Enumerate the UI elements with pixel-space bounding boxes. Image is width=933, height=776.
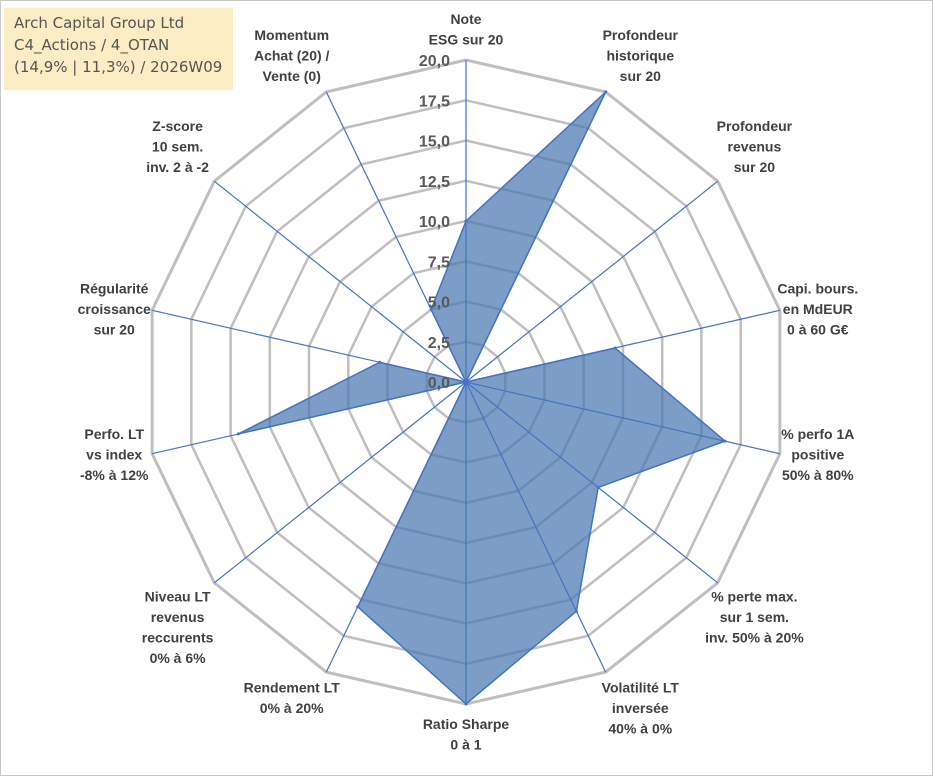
tick-label: 0,0: [428, 375, 450, 392]
axis-label: % perfo 1A positive 50% à 80%: [781, 426, 854, 483]
axis-label: Note ESG sur 20: [429, 11, 504, 48]
axis-label: Niveau LT revenus reccurents 0% à 6%: [142, 589, 214, 667]
axis-label: Volatilité LT inversée 40% à 0%: [602, 680, 680, 737]
svg-text:Rendement LT0% à 20%: Rendement LT 0% à 20%: [244, 680, 341, 717]
axis-spoke: [151, 309, 467, 383]
axis-spoke: [465, 381, 719, 584]
tick-label: 2,5: [428, 335, 450, 352]
tick-label: 5,0: [428, 295, 450, 312]
tick-label: 17,5: [419, 93, 450, 110]
axis-spoke: [213, 381, 467, 584]
svg-text:% perte max.sur 1 sem.inv. 50%: % perte max. sur 1 sem. inv. 50% à 20%: [705, 589, 804, 646]
axis-label: Régularité croissance sur 20: [78, 280, 151, 337]
radar-tick-labels: 0,0 2,5 5,0 7,5 10,0 12,5 15,0 17,5 20,0: [419, 53, 450, 392]
axis-spoke: [465, 309, 781, 383]
axis-label: Ratio Sharpe 0 à 1: [423, 716, 510, 753]
tick-label: 12,5: [419, 174, 450, 191]
info-performance-week: (14,9% | 11,3%) / 2026W09: [14, 58, 223, 76]
tick-label: 7,5: [428, 254, 450, 271]
tick-label: 15,0: [419, 134, 450, 151]
axis-label: Capi. bours. en MdEUR 0 à 60 G€: [777, 280, 858, 337]
axis-spoke: [325, 381, 467, 673]
radar-series: [236, 90, 727, 706]
axis-label: Rendement LT 0% à 20%: [244, 680, 341, 717]
axis-label: Z-score 10 sem. inv. 2 à -2: [146, 118, 209, 175]
axis-label: Profondeur historique sur 20: [603, 27, 679, 84]
info-box: Arch Capital Group Ltd C4_Actions / 4_OT…: [4, 8, 233, 90]
radar-axis-labels: Note ESG sur 20 Profondeur historique sur 20…: [78, 11, 859, 753]
axis-spoke: [151, 381, 467, 455]
axis-spoke: [465, 91, 607, 383]
axis-label: Profondeur revenus sur 20: [717, 118, 793, 175]
axis-spoke: [325, 91, 467, 383]
axis-spoke: [465, 381, 607, 673]
axis-label: Momentum Achat (20) / Vente (0): [254, 27, 330, 84]
radar-spokes: [151, 60, 781, 704]
axis-label: % perte max. sur 1 sem. inv. 50% à 20%: [705, 589, 804, 646]
tick-label: 20,0: [419, 53, 450, 70]
axis-spoke: [465, 381, 781, 455]
axis-label: Perfo. LT vs index -8% à 12%: [80, 426, 149, 483]
axis-spoke: [465, 180, 719, 383]
axis-spoke: [213, 180, 467, 383]
info-category: C4_Actions / 4_OTAN: [14, 36, 170, 54]
tick-label: 10,0: [419, 214, 450, 231]
info-company-name: Arch Capital Group Ltd: [14, 14, 185, 32]
